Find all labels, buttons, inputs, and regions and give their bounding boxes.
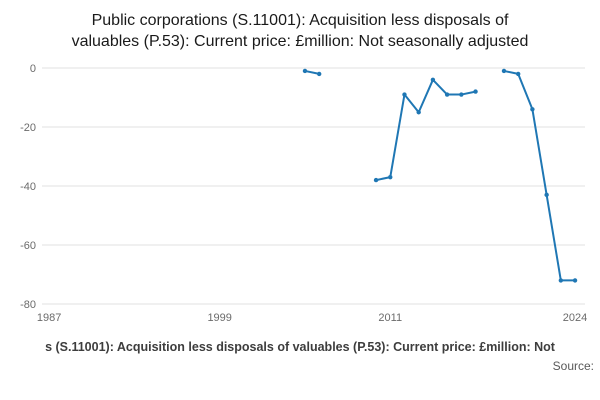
source-label: Source: [552, 359, 594, 374]
series-line [303, 70, 321, 76]
chart-title: Public corporations (S.11001): Acquisiti… [71, 12, 529, 51]
x-tick-label: 1999 [207, 312, 231, 324]
caption-bar: s (S.11001): Acquisition less disposals … [0, 340, 600, 354]
data-point-marker [402, 92, 407, 97]
y-tick-label: -80 [20, 299, 36, 311]
series-line [502, 70, 577, 282]
data-point-marker [430, 77, 436, 83]
chart-region: 0 -20 -40 -60 -80 1987 1999 2011 2024 [0, 58, 600, 326]
y-tick-label: -40 [20, 181, 36, 193]
x-tick-label: 2011 [378, 312, 402, 324]
data-point-marker [416, 110, 421, 115]
data-point-marker [544, 192, 549, 198]
data-point-marker [316, 71, 322, 77]
data-point-marker [530, 107, 535, 112]
x-tick-label: 1987 [37, 312, 61, 324]
data-point-marker [558, 278, 564, 283]
caption-text: s (S.11001): Acquisition less disposals … [45, 340, 555, 355]
data-point-marker [501, 68, 507, 74]
series-line [375, 79, 477, 182]
data-point-marker [515, 71, 521, 77]
data-point-marker [373, 178, 379, 183]
data-point-marker [444, 92, 450, 97]
y-tick-label: -60 [20, 240, 36, 252]
x-tick-label: 2024 [563, 312, 587, 324]
data-point-marker [572, 278, 578, 283]
data-point-marker [388, 175, 393, 180]
data-point-marker [473, 89, 478, 95]
data-point-marker [459, 92, 464, 97]
y-tick-label: -20 [20, 122, 36, 134]
y-tick-label: 0 [30, 63, 36, 75]
data-point-marker [302, 68, 308, 74]
